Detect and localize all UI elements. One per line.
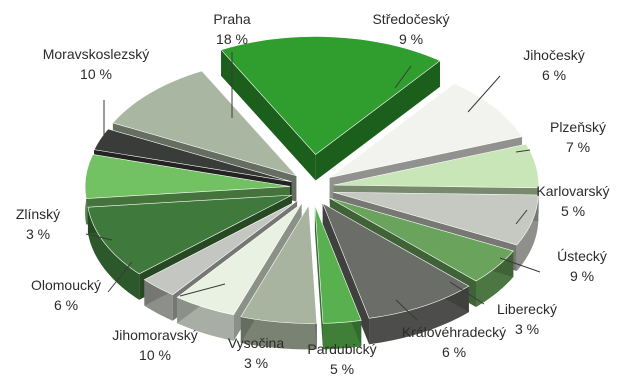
leader-jihocesky <box>467 75 501 113</box>
label-value-olomoucky: 6 % <box>54 297 78 313</box>
label-value-liberecky: 3 % <box>515 321 539 337</box>
label-name-kralovehradecky: Královéhradecký <box>402 324 506 340</box>
slice-top-vysocina <box>143 200 298 296</box>
label-name-moravskoslezsky: Moravskoslezský <box>43 46 150 62</box>
leader-ustecky <box>499 257 541 273</box>
label-value-jihocesky: 6 % <box>542 67 566 83</box>
leader-karlovarsky <box>515 209 528 225</box>
label-value-plzensky: 7 % <box>566 139 590 155</box>
label-name-liberecky: Liberecký <box>497 301 557 317</box>
slice-top-zlinsky <box>93 128 292 182</box>
slice-ustecky <box>322 202 470 345</box>
slice-top-ustecky <box>322 202 470 319</box>
slice-top-liberecky <box>314 205 362 324</box>
label-value-praha: 18 % <box>216 31 248 47</box>
leader-olomoucky <box>107 261 133 293</box>
label-name-stredocesky: Středočeský <box>372 11 449 27</box>
slice-wall-praha-0 <box>221 49 316 181</box>
slice-top-plzensky <box>333 191 539 246</box>
label-value-ustecky: 9 % <box>570 268 594 284</box>
label-value-pardubicky: 5 % <box>330 361 354 376</box>
label-name-jihocesky: Jihočeský <box>523 47 584 63</box>
slice-kralovehradecky <box>240 204 318 350</box>
leader-kralovehradecky <box>395 299 418 321</box>
slice-top-moravskoslezsky <box>112 70 298 177</box>
leader-lines <box>85 52 541 321</box>
slice-side-kralovehradecky <box>240 316 317 350</box>
label-name-zlinsky: Zlínský <box>16 206 60 222</box>
label-name-jihomoravsky: Jihomoravský <box>112 327 198 343</box>
label-name-plzensky: Plzeňský <box>550 119 606 135</box>
slices-layer <box>84 36 539 350</box>
slice-praha <box>220 36 441 181</box>
slice-side-plzensky <box>516 195 539 271</box>
slice-top-olomoucky <box>84 154 291 199</box>
slice-top-pardubicky <box>176 203 302 316</box>
label-value-kralovehradecky: 6 % <box>442 344 466 360</box>
label-name-praha: Praha <box>213 11 251 27</box>
slice-wall-ustecky-1 <box>322 203 370 345</box>
label-name-karlovarsky: Karlovarský <box>536 183 609 199</box>
labels-layer: Praha 18 % Středočeský 9 % Jihočeský 6 % Plzeň… <box>16 11 610 376</box>
label-name-vysocina: Vysočina <box>228 335 285 351</box>
slice-top-kralovehradecky <box>240 204 318 324</box>
label-value-jihomoravsky: 10 % <box>139 347 171 363</box>
slice-top-stredocesky <box>329 83 523 178</box>
slice-wall-praha-1 <box>315 60 440 181</box>
label-value-karlovarsky: 5 % <box>561 203 585 219</box>
leader-jihomoravsky <box>179 283 226 297</box>
slice-side-liberecky <box>323 320 362 350</box>
label-name-ustecky: Ústecký <box>557 248 607 264</box>
leader-stredocesky <box>394 65 412 89</box>
slice-side-ustecky <box>369 286 469 345</box>
leader-liberecky <box>449 281 485 305</box>
label-name-olomoucky: Olomoucký <box>31 277 101 293</box>
label-value-moravskoslezsky: 10 % <box>80 66 112 82</box>
label-value-stredocesky: 9 % <box>399 31 423 47</box>
label-value-vysocina: 3 % <box>244 355 268 371</box>
slice-top-jihomoravsky <box>87 194 293 275</box>
slice-wall-liberecky-1 <box>314 205 324 350</box>
slice-top-praha <box>220 36 441 155</box>
slice-top-jihocesky <box>333 143 539 189</box>
label-name-pardubicky: Pardubický <box>307 341 376 357</box>
slice-liberecky <box>314 205 362 350</box>
leader-plzensky <box>515 149 531 153</box>
label-value-zlinsky: 3 % <box>26 226 50 242</box>
slice-top-karlovarsky <box>329 197 514 282</box>
leader-zlinsky <box>85 233 113 241</box>
